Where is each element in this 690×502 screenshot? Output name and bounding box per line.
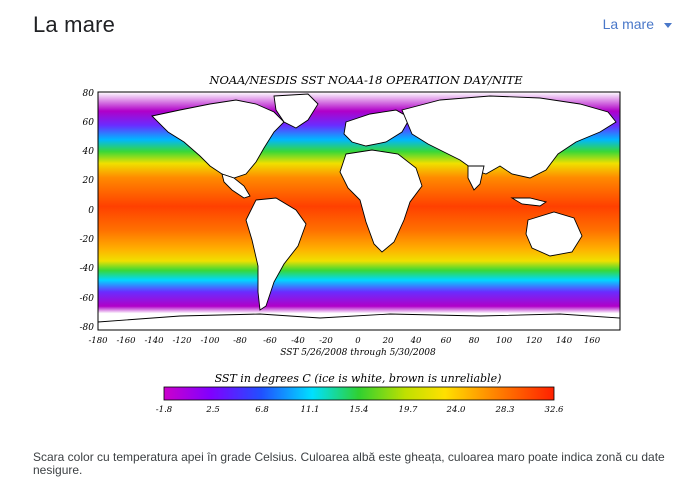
lon-tick-label: -100 [200,336,220,346]
lat-tick-label: -60 [80,294,95,304]
lon-tick-label: -160 [116,336,136,346]
map-title: NOAA/NESDIS SST NOAA-18 OPERATION DAY/NI… [208,73,523,87]
lon-axis: -180 -160 -140 -120 -100 -80 -60 -40 -20… [88,336,600,346]
lat-tick-label: 60 [83,118,95,128]
north-america-landmass [151,99,285,179]
colorbar-tick-label: 28.3 [495,405,515,415]
lat-tick-label: 0 [88,206,94,216]
antarctica-landmass [97,313,621,331]
lon-tick-label: -60 [263,336,277,346]
south-america-landmass [245,197,307,311]
central-america-landmass [221,173,251,199]
colorbar-title: SST in degrees C (ice is white, brown is… [215,372,502,385]
lon-tick-label: 20 [382,336,394,346]
europe-landmass [343,109,411,147]
colorbar-tick-label: 19.7 [399,405,419,415]
colorbar-ticks: -1.8 2.5 6.8 11.1 15.4 19.7 24.0 28.3 32… [156,405,564,415]
lon-tick-label: 140 [556,336,573,346]
colorbar-tick-label: -1.8 [156,405,173,415]
colorbar-tick-label: 2.5 [205,405,220,415]
lat-axis: 80 60 40 20 0 -20 -40 -60 -80 [80,89,95,333]
asia-landmass [401,95,617,179]
lat-tick-label: -40 [80,264,95,274]
lon-tick-label: -120 [172,336,192,346]
lon-tick-label: 100 [496,336,513,346]
continents [97,93,621,331]
map-frame [97,91,621,331]
india-landmass [467,165,485,191]
lon-tick-label: -180 [88,336,108,346]
africa-landmass [339,149,423,253]
lon-tick-label: -20 [319,336,333,346]
colorbar-tick-label: 24.0 [446,405,467,415]
topic-selector-label: La mare [602,16,654,32]
topic-selector-dropdown[interactable]: La mare [603,16,672,32]
colorbar-tick-label: 6.8 [255,405,269,415]
lon-tick-label: 40 [410,336,422,346]
lat-tick-label: -80 [80,323,95,333]
lon-tick-label: -40 [291,336,305,346]
lon-tick-label: 120 [526,336,543,346]
sst-map-figure: NOAA/NESDIS SST NOAA-18 OPERATION DAY/NI… [60,70,640,430]
lon-tick-label: 60 [441,336,452,346]
lat-tick-label: -20 [80,235,95,245]
lat-tick-label: 40 [82,147,95,157]
colorbar [163,386,555,401]
caret-down-icon [664,22,672,28]
greenland-landmass [273,93,319,129]
lon-tick-label: -80 [233,336,247,346]
colorbar-tick-label: 32.6 [545,405,565,415]
australia-landmass [525,211,583,257]
date-range-label: SST 5/26/2008 through 5/30/2008 [280,348,436,358]
lon-tick-label: 160 [584,336,601,346]
indonesia-landmass [510,197,548,207]
lon-tick-label: 80 [469,336,480,346]
colorbar-tick-label: 11.1 [301,405,320,415]
figure-caption: Scara color cu temperatura apei în grade… [33,450,665,477]
lat-tick-label: 20 [82,176,95,186]
page-title: La mare [33,12,116,37]
lat-tick-label: 80 [83,89,95,99]
lon-tick-label: -140 [144,336,164,346]
colorbar-tick-label: 15.4 [350,405,369,415]
lon-tick-label: 0 [355,336,361,346]
